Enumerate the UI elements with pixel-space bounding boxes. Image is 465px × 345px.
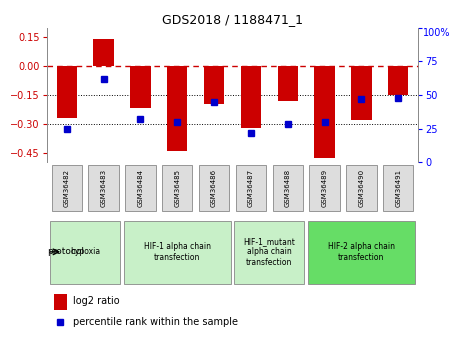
- Bar: [199, 165, 229, 211]
- Text: GSM36491: GSM36491: [395, 169, 401, 207]
- Text: GSM36489: GSM36489: [322, 169, 327, 207]
- Bar: [57, 66, 77, 118]
- Text: hypoxia: hypoxia: [70, 247, 100, 256]
- Bar: [88, 165, 119, 211]
- Bar: [52, 165, 82, 211]
- Bar: [50, 221, 120, 284]
- Bar: [93, 39, 114, 66]
- Bar: [124, 221, 231, 284]
- Text: protocol: protocol: [47, 247, 84, 256]
- Text: GSM36484: GSM36484: [138, 169, 143, 207]
- Bar: [388, 66, 408, 95]
- Bar: [351, 66, 372, 120]
- Bar: [383, 165, 413, 211]
- Text: log2 ratio: log2 ratio: [73, 296, 119, 306]
- Text: GSM36487: GSM36487: [248, 169, 254, 207]
- Text: GSM36490: GSM36490: [359, 169, 365, 207]
- Bar: [126, 165, 155, 211]
- Bar: [234, 221, 304, 284]
- Text: GSM36485: GSM36485: [174, 169, 180, 207]
- Title: GDS2018 / 1188471_1: GDS2018 / 1188471_1: [162, 13, 303, 27]
- Text: HIF-1_mutant
alpha chain
transfection: HIF-1_mutant alpha chain transfection: [243, 237, 295, 267]
- Bar: [162, 165, 193, 211]
- Bar: [167, 66, 187, 151]
- Text: HIF-1 alpha chain
transfection: HIF-1 alpha chain transfection: [144, 242, 211, 262]
- Text: GSM36482: GSM36482: [64, 169, 70, 207]
- Text: GSM36488: GSM36488: [285, 169, 291, 207]
- Text: 100%: 100%: [423, 28, 450, 38]
- Bar: [241, 66, 261, 128]
- Text: GSM36483: GSM36483: [100, 169, 106, 207]
- Text: percentile rank within the sample: percentile rank within the sample: [73, 317, 238, 327]
- Bar: [346, 165, 377, 211]
- Bar: [272, 165, 303, 211]
- Bar: [130, 66, 151, 108]
- Text: HIF-2 alpha chain
transfection: HIF-2 alpha chain transfection: [328, 242, 395, 262]
- Bar: [308, 221, 415, 284]
- Bar: [236, 165, 266, 211]
- Bar: [54, 294, 67, 310]
- Bar: [314, 66, 335, 158]
- Bar: [310, 165, 339, 211]
- Text: GSM36486: GSM36486: [211, 169, 217, 207]
- Bar: [278, 66, 298, 101]
- Bar: [204, 66, 224, 105]
